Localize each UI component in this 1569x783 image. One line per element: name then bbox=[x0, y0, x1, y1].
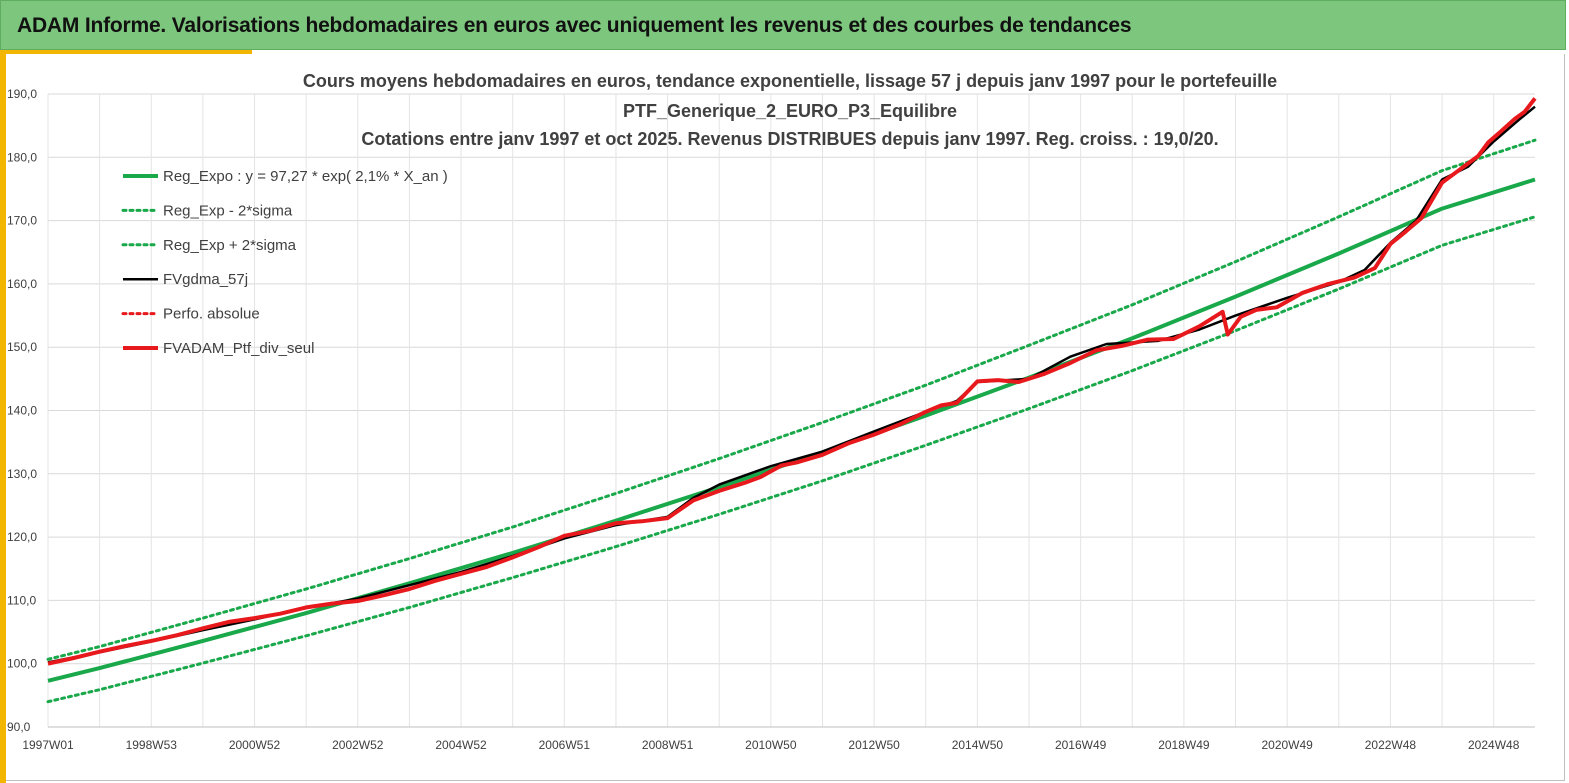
x-tick-label: 2012W50 bbox=[848, 738, 900, 752]
y-tick-label: 170,0 bbox=[7, 214, 37, 228]
y-tick-label: 150,0 bbox=[7, 340, 37, 354]
chart-series-lines bbox=[46, 97, 1537, 704]
series-line-2 bbox=[46, 138, 1537, 661]
x-tick-label: 2022W48 bbox=[1365, 738, 1417, 752]
chart-title-line-3: Cotations entre janv 1997 et oct 2025. R… bbox=[361, 129, 1219, 149]
x-tick-label: 2008W51 bbox=[642, 738, 694, 752]
chart-title-line-2: PTF_Generique_2_EURO_P3_Equilibre bbox=[622, 101, 958, 121]
y-tick-label: 110,0 bbox=[7, 593, 36, 607]
x-tick-label: 2018W49 bbox=[1158, 738, 1210, 752]
x-tick-label: 1997W01 bbox=[22, 738, 74, 752]
chart-legend: Reg_Expo : y = 97,27 * exp( 2,1% * X_an … bbox=[121, 168, 448, 357]
series-line-0 bbox=[47, 177, 1536, 683]
accent-bar-left bbox=[0, 50, 6, 783]
legend-label: Perfo. absolue bbox=[163, 306, 260, 323]
y-tick-label: 90,0 bbox=[7, 720, 31, 734]
series-line-5 bbox=[47, 97, 1537, 666]
y-tick-label: 120,0 bbox=[7, 530, 37, 544]
chart-grid bbox=[47, 93, 1535, 728]
y-tick-label: 190,0 bbox=[7, 87, 37, 101]
x-tick-label: 2002W52 bbox=[332, 738, 384, 752]
chart-frame bbox=[6, 54, 1565, 781]
x-axis-ticks: 1997W01 1998W53 2000W52 2002W52 2004W52 2006W… bbox=[22, 738, 1519, 752]
y-axis-ticks: 90,0 100,0 110,0 120,0 130,0 140,0 150,0 160,0 1… bbox=[7, 87, 37, 734]
x-tick-label: 1998W53 bbox=[126, 738, 178, 752]
y-tick-label: 100,0 bbox=[7, 657, 37, 671]
chart-title-line-1: Cours moyens hebdomadaires en euros, ten… bbox=[302, 71, 1278, 91]
page-title: ADAM Informe. Valorisations hebdomadaire… bbox=[17, 14, 1132, 37]
x-tick-label: 2024W48 bbox=[1468, 738, 1520, 752]
y-tick-label: 140,0 bbox=[7, 404, 37, 418]
legend-label: FVADAM_Ptf_div_seul bbox=[163, 340, 314, 357]
y-tick-label: 130,0 bbox=[7, 467, 37, 481]
x-tick-label: 2006W51 bbox=[539, 738, 591, 752]
y-tick-label: 180,0 bbox=[7, 150, 37, 164]
legend-label: Reg_Exp - 2*sigma bbox=[163, 202, 293, 219]
series-line-1 bbox=[46, 215, 1537, 704]
x-tick-label: 2000W52 bbox=[229, 738, 281, 752]
x-tick-label: 2016W49 bbox=[1055, 738, 1107, 752]
accent-bar-top bbox=[6, 50, 252, 54]
x-tick-label: 2014W50 bbox=[952, 738, 1004, 752]
legend-label: Reg_Exp + 2*sigma bbox=[163, 237, 297, 254]
header-bar: ADAM Informe. Valorisations hebdomadaire… bbox=[0, 0, 1566, 50]
x-tick-label: 2020W49 bbox=[1261, 738, 1313, 752]
y-tick-label: 160,0 bbox=[7, 277, 37, 291]
x-tick-label: 2010W50 bbox=[745, 738, 797, 752]
legend-label: Reg_Expo : y = 97,27 * exp( 2,1% * X_an … bbox=[163, 168, 448, 185]
legend-label: FVgdma_57j bbox=[163, 271, 248, 288]
x-tick-label: 2004W52 bbox=[435, 738, 487, 752]
